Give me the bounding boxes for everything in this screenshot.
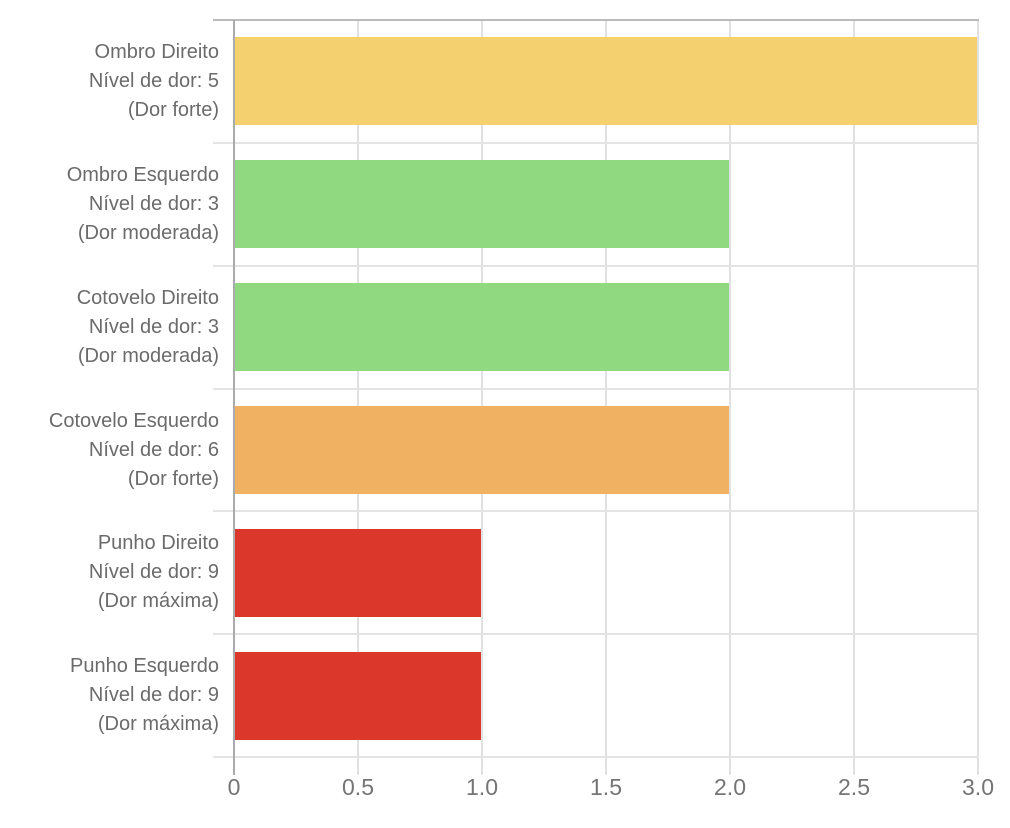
category-label-line: (Dor moderada) [77, 222, 219, 244]
gridline [481, 20, 483, 775]
gridline [977, 20, 979, 775]
row-boundary-line [213, 142, 979, 144]
category-label-line: Nível de dor: 9 [88, 684, 219, 706]
gridline [729, 20, 731, 775]
category-label: Cotovelo Esquerdo Nível de dor: 6 (Dor for… [0, 389, 219, 512]
category-label: Cotovelo Direito Nível de dor: 3 (Dor mode… [0, 266, 219, 389]
category-label: Ombro Esquerdo Nível de dor: 3 (Dor modera… [0, 143, 219, 266]
bar [235, 283, 729, 371]
bar [235, 160, 729, 248]
category-label: Punho Esquerdo Nível de dor: 9 (Dor máxima… [0, 634, 219, 757]
category-label-line: (Dor forte) [127, 468, 219, 490]
bar [235, 406, 729, 494]
category-label-line: Nível de dor: 6 [88, 439, 219, 461]
x-tick-label: 2.0 [714, 774, 746, 800]
x-tick-label: 1.5 [590, 774, 622, 800]
category-label-line: (Dor máxima) [97, 590, 219, 612]
category-label-line: Ombro Esquerdo [66, 164, 219, 186]
category-label: Ombro Direito Nível de dor: 5 (Dor forte) [0, 20, 219, 143]
category-label-line: Nível de dor: 3 [88, 193, 219, 215]
category-label-line: Nível de dor: 3 [88, 316, 219, 338]
category-label-line: Cotovelo Direito [76, 287, 219, 309]
category-label-line: Punho Esquerdo [69, 655, 219, 677]
x-tick-label: 0 [227, 774, 241, 800]
category-label-line: Cotovelo Esquerdo [48, 410, 219, 432]
row-boundary-line [213, 756, 979, 758]
row-boundary-line [213, 388, 979, 390]
gridline [357, 20, 359, 775]
bar [235, 529, 481, 617]
category-label-line: Ombro Direito [94, 41, 219, 63]
row-boundary-line [213, 265, 979, 267]
gridline [853, 20, 855, 775]
category-label-line: Punho Direito [97, 532, 219, 554]
category-label-line: (Dor máxima) [97, 713, 219, 735]
category-label-line: Nível de dor: 5 [88, 70, 219, 92]
y-axis-line [233, 20, 235, 775]
bar [235, 652, 481, 740]
row-boundary-line [213, 510, 979, 512]
category-label-line: (Dor forte) [127, 99, 219, 121]
category-label-line: (Dor moderada) [77, 345, 219, 367]
x-tick-label: 3.0 [962, 774, 994, 800]
gridline [605, 20, 607, 775]
x-tick-label: 1.0 [466, 774, 498, 800]
x-tick-label: 2.5 [838, 774, 870, 800]
x-tick-label: 0.5 [342, 774, 374, 800]
category-label: Punho Direito Nível de dor: 9 (Dor máxima) [0, 511, 219, 634]
row-boundary-line [213, 633, 979, 635]
plot-top-border [213, 19, 979, 21]
bar [235, 37, 977, 125]
category-label-line: Nível de dor: 9 [88, 561, 219, 583]
